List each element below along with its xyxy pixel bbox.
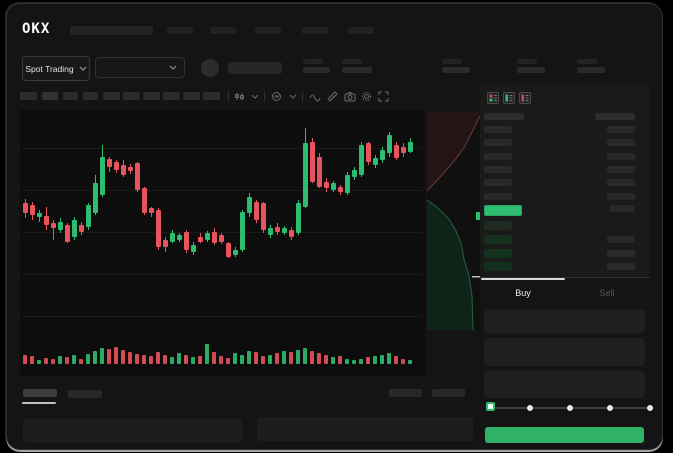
buy-submit-button[interactable] [485, 427, 644, 443]
toolbar-divider [302, 91, 303, 102]
bid-price-skeleton[interactable] [484, 221, 512, 230]
ask-price-skeleton[interactable] [484, 166, 512, 173]
line-tool-icon[interactable] [309, 91, 321, 102]
ask-amount-skeleton[interactable] [607, 126, 635, 133]
price-input-skeleton[interactable] [484, 309, 645, 333]
indicators-icon[interactable] [271, 91, 282, 102]
nav-item-skeleton[interactable] [255, 27, 281, 34]
timeframe-button-skeleton[interactable] [203, 92, 220, 100]
okx-logo: OKX [22, 21, 51, 37]
orderbook-cell-skeleton [610, 205, 635, 212]
candlestick-chart-panel[interactable] [20, 110, 425, 376]
bid-amount-skeleton[interactable] [607, 236, 635, 243]
bid-amount-skeleton[interactable] [607, 250, 635, 257]
orderbook-price-header-skeleton [484, 113, 524, 120]
bid-price-skeleton[interactable] [484, 235, 512, 244]
chevron-down-icon [169, 65, 177, 70]
ask-amount-skeleton[interactable] [607, 139, 635, 146]
bid-price-skeleton[interactable] [484, 249, 512, 258]
ask-amount-skeleton[interactable] [607, 166, 635, 173]
toolbar-divider [228, 91, 229, 102]
ruler-icon[interactable] [327, 91, 338, 102]
bottom-panel-skeleton [257, 417, 473, 441]
sell-tab-label: Sell [599, 288, 615, 298]
ask-price-skeleton[interactable] [484, 179, 512, 186]
depth-asks-area [427, 112, 480, 191]
buy-tab-label: Buy [515, 288, 531, 298]
slider-stop-dot[interactable] [607, 405, 613, 411]
timeframe-button-skeleton[interactable] [103, 92, 120, 100]
slider-stop-dot[interactable] [527, 405, 533, 411]
timeframe-button-skeleton[interactable] [123, 92, 140, 100]
depth-bids-area [427, 200, 473, 330]
bid-price-skeleton[interactable] [484, 262, 512, 271]
timeframe-button-skeleton[interactable] [63, 92, 78, 100]
bid-amount-skeleton[interactable] [607, 263, 635, 270]
chevron-down-icon [79, 66, 87, 71]
bottom-tab-active-skeleton[interactable] [23, 389, 57, 397]
panel-divider [480, 277, 650, 278]
timeframe-button-skeleton[interactable] [42, 92, 58, 100]
book-asks-only-icon[interactable] [519, 92, 531, 104]
bottom-tab-skeleton[interactable] [68, 390, 102, 398]
ask-amount-skeleton[interactable] [607, 193, 635, 200]
settings-gear-icon[interactable] [361, 91, 372, 102]
nav-item-skeleton[interactable] [167, 27, 193, 34]
total-input-skeleton[interactable] [484, 371, 645, 398]
tab-buy[interactable]: Buy [481, 283, 565, 303]
bottom-action-skeleton[interactable] [432, 389, 465, 397]
pair-name-skeleton [228, 62, 282, 74]
ask-price-skeleton[interactable] [484, 153, 512, 160]
buy-tab-indicator [481, 278, 565, 280]
ask-amount-skeleton[interactable] [607, 153, 635, 160]
orderbook-amount-header-skeleton [595, 113, 635, 120]
timeframe-button-skeleton[interactable] [20, 92, 37, 100]
ask-price-skeleton[interactable] [484, 126, 512, 133]
timeframe-button-skeleton[interactable] [183, 92, 200, 100]
candlestick-interval-icon[interactable] [234, 91, 245, 102]
chevron-down-icon[interactable] [251, 94, 259, 99]
pair-selector-dropdown[interactable] [95, 57, 185, 78]
timeframe-button-skeleton[interactable] [83, 92, 98, 100]
coin-avatar-skeleton [201, 59, 219, 77]
ask-price-skeleton[interactable] [484, 139, 512, 146]
book-bids-only-icon[interactable] [503, 92, 515, 104]
timeframe-button-skeleton[interactable] [163, 92, 180, 100]
nav-item-skeleton[interactable] [302, 27, 328, 34]
nav-item-skeleton[interactable] [348, 27, 374, 34]
nav-search-skeleton[interactable] [70, 26, 153, 35]
depth-chart-sidebar [427, 112, 480, 330]
fullscreen-icon[interactable] [378, 91, 389, 102]
current-price-marker [476, 212, 480, 220]
slider-stop-dot[interactable] [567, 405, 573, 411]
bottom-action-skeleton[interactable] [389, 389, 422, 397]
active-tab-underline [22, 402, 56, 404]
ask-price-skeleton[interactable] [484, 193, 512, 200]
market-type-label: Spot Trading [25, 63, 74, 74]
tab-sell[interactable]: Sell [565, 283, 649, 303]
bottom-panel-skeleton [23, 418, 242, 442]
nav-item-skeleton[interactable] [210, 27, 236, 34]
camera-icon[interactable] [344, 91, 356, 102]
market-type-dropdown[interactable]: Spot Trading [22, 56, 90, 81]
timeframe-button-skeleton[interactable] [143, 92, 160, 100]
last-price-highlight [484, 205, 522, 216]
chevron-down-icon[interactable] [289, 94, 297, 99]
slider-handle-active[interactable] [486, 402, 495, 411]
amount-input-skeleton[interactable] [484, 338, 645, 366]
toolbar-divider [264, 91, 265, 102]
ask-amount-skeleton[interactable] [607, 179, 635, 186]
slider-stop-dot[interactable] [647, 405, 653, 411]
book-both-sides-icon[interactable] [487, 92, 499, 104]
